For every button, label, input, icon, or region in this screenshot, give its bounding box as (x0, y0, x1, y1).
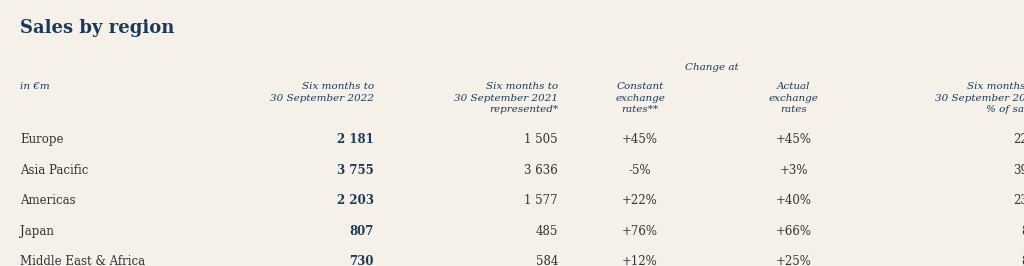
Text: 1 505: 1 505 (524, 133, 558, 146)
Text: Europe: Europe (20, 133, 63, 146)
Text: +3%: +3% (779, 164, 808, 177)
Text: Japan: Japan (20, 225, 54, 238)
Text: 2 203: 2 203 (337, 194, 374, 207)
Text: 3 755: 3 755 (337, 164, 374, 177)
Text: 8%: 8% (1021, 255, 1024, 266)
Text: Sales by region: Sales by region (20, 19, 175, 37)
Text: +12%: +12% (623, 255, 657, 266)
Text: Six months to
30 September 2022: Six months to 30 September 2022 (269, 82, 374, 103)
Text: Change at: Change at (685, 63, 738, 72)
Text: +40%: +40% (775, 194, 812, 207)
Text: 584: 584 (536, 255, 558, 266)
Text: Six months to
30 September 2021
represented*: Six months to 30 September 2021 represen… (454, 82, 558, 114)
Text: 23%: 23% (1014, 194, 1024, 207)
Text: Asia Pacific: Asia Pacific (20, 164, 89, 177)
Text: 1 577: 1 577 (524, 194, 558, 207)
Text: -5%: -5% (629, 164, 651, 177)
Text: +22%: +22% (623, 194, 657, 207)
Text: 22%: 22% (1014, 133, 1024, 146)
Text: 2 181: 2 181 (337, 133, 374, 146)
Text: +45%: +45% (622, 133, 658, 146)
Text: 3 636: 3 636 (524, 164, 558, 177)
Text: Actual
exchange
rates: Actual exchange rates (769, 82, 818, 114)
Text: in €m: in €m (20, 82, 50, 92)
Text: 807: 807 (349, 225, 374, 238)
Text: +66%: +66% (775, 225, 812, 238)
Text: Six months to
30 September 2022
% of sales: Six months to 30 September 2022 % of sal… (935, 82, 1024, 114)
Text: Americas: Americas (20, 194, 76, 207)
Text: Constant
exchange
rates**: Constant exchange rates** (615, 82, 665, 114)
Text: 730: 730 (349, 255, 374, 266)
Text: 39%: 39% (1013, 164, 1024, 177)
Text: 8%: 8% (1021, 225, 1024, 238)
Text: +45%: +45% (775, 133, 812, 146)
Text: +76%: +76% (622, 225, 658, 238)
Text: +25%: +25% (775, 255, 812, 266)
Text: Middle East & Africa: Middle East & Africa (20, 255, 145, 266)
Text: 485: 485 (536, 225, 558, 238)
